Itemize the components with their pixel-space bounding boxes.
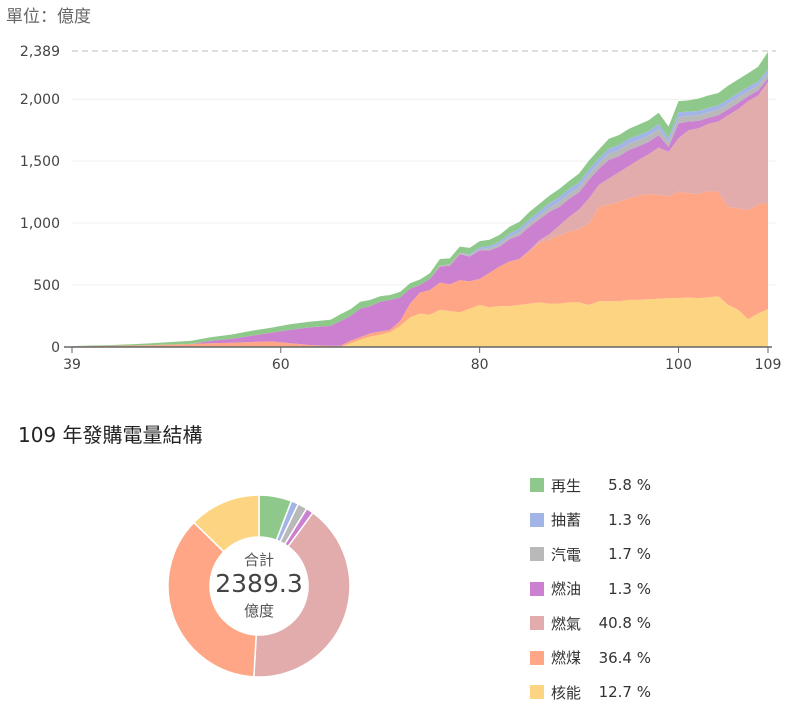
- donut-center-value: 2389.3: [215, 569, 303, 598]
- donut-slice[interactable]: [192, 494, 260, 553]
- legend-item[interactable]: 燃油 1.3 %: [530, 572, 651, 607]
- legend-value: 12.7 %: [598, 683, 651, 702]
- legend-label: 核能: [551, 683, 582, 702]
- y-tick-label: 500: [33, 278, 60, 294]
- stacked-area-chart: 0 500 1,000 1,500 2,000 2,389 39 60 80 100 109: [20, 44, 782, 373]
- legend-item[interactable]: 燃煤 36.4 %: [530, 641, 651, 676]
- legend-value: 1.7 %: [608, 545, 651, 564]
- x-tick-label: 100: [665, 357, 692, 373]
- donut-center-unit: 億度: [243, 602, 274, 620]
- legend-item[interactable]: 汽電 1.7 %: [530, 537, 651, 572]
- donut-slice[interactable]: [167, 521, 258, 678]
- legend-label: 再生: [551, 476, 582, 495]
- legend-swatch: [530, 547, 544, 562]
- x-tick-label: 60: [272, 357, 290, 373]
- area-coal: [72, 190, 768, 347]
- legend-label: 燃煤: [551, 649, 582, 668]
- area-nuclear: [72, 296, 768, 347]
- y-tick-label: 0: [51, 340, 60, 356]
- pie-legend: 再生 5.8 % 抽蓄 1.3 % 汽電 1.7 % 燃油 1.3 % 燃氣 40.8 % 燃煤 36…: [530, 468, 651, 710]
- y-tick-label: 1,000: [20, 216, 60, 232]
- donut-chart: [167, 494, 351, 678]
- legend-swatch: [530, 616, 544, 631]
- x-tick-label: 39: [63, 357, 81, 373]
- legend-swatch: [530, 478, 544, 493]
- legend-swatch: [530, 650, 544, 665]
- legend-swatch: [530, 512, 544, 527]
- legend-item[interactable]: 抽蓄 1.3 %: [530, 503, 651, 538]
- x-tick-label: 80: [471, 357, 489, 373]
- donut-center-label: 合計: [243, 551, 274, 569]
- y-tick-label: 1,500: [20, 154, 60, 170]
- legend-label: 抽蓄: [551, 511, 582, 530]
- legend-item[interactable]: 核能 12.7 %: [530, 675, 651, 710]
- y-tick-label: 2,389: [20, 44, 60, 60]
- x-tick-label: 109: [755, 357, 782, 373]
- legend-value: 40.8 %: [598, 614, 651, 633]
- legend-value: 1.3 %: [608, 510, 651, 529]
- legend-item[interactable]: 再生 5.8 %: [530, 468, 651, 503]
- unit-label: 單位：億度: [6, 7, 91, 27]
- pie-chart-title: 109 年發購電量結構: [18, 423, 203, 447]
- legend-label: 燃油: [551, 580, 582, 599]
- legend-swatch: [530, 685, 544, 700]
- legend-value: 5.8 %: [608, 476, 651, 495]
- legend-swatch: [530, 581, 544, 596]
- legend-item[interactable]: 燃氣 40.8 %: [530, 606, 651, 641]
- y-tick-label: 2,000: [20, 92, 60, 108]
- legend-label: 汽電: [551, 545, 582, 564]
- legend-value: 1.3 %: [608, 579, 651, 598]
- legend-label: 燃氣: [551, 614, 582, 633]
- legend-value: 36.4 %: [598, 648, 651, 667]
- donut-slice[interactable]: [253, 511, 351, 678]
